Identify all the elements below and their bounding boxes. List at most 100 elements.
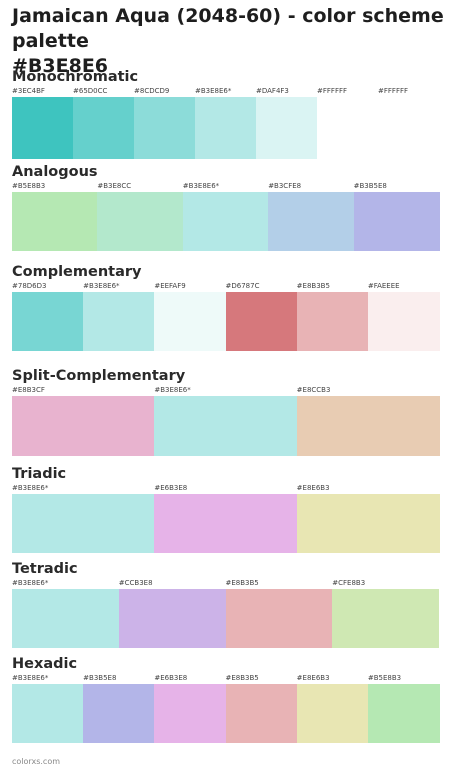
color-code-label: #B3E8E6*	[195, 87, 232, 95]
color-swatch[interactable]	[12, 684, 84, 743]
color-code-label: #78D6D3	[12, 282, 47, 290]
color-code-label: #B5E8B3	[367, 674, 402, 682]
footer-site-link[interactable]: colorxs.com	[12, 757, 61, 766]
color-swatch[interactable]	[225, 589, 333, 648]
section-title: Complementary	[12, 264, 142, 280]
section-tetradic: Tetradic #B3E8E6* #CCB3E8 #E8B3B5 #CFE8B3	[12, 560, 440, 648]
color-code-label: #B5E8B3	[12, 182, 46, 190]
color-code-label: #B3B5E8	[353, 182, 387, 190]
color-code-label: #DAF4F3	[256, 87, 289, 95]
section-title: Triadic	[12, 466, 67, 482]
color-code-label: #E8E6B3	[296, 674, 330, 682]
color-code-row: #3EC4BF #65D0CC #8CDCD9 #B3E8E6* #DAF4F3 #FFF…	[12, 86, 439, 97]
section-title: Monochromatic	[12, 69, 139, 85]
color-swatch[interactable]	[118, 589, 226, 648]
section-complementary: Complementary #78D6D3 #B3E8E6* #EEFAF9 #D67…	[12, 263, 440, 351]
color-code-label: #B3CFE8	[268, 182, 302, 190]
color-swatch[interactable]	[225, 292, 298, 351]
color-code-row: #B3E8E6* #B3B5E8 #E6B3E8 #E8B3B5 #E8E6B3 #B5E…	[12, 673, 439, 684]
color-code-label: #E6B3E8	[154, 674, 188, 682]
color-swatch[interactable]	[317, 97, 378, 159]
color-swatch[interactable]	[12, 589, 119, 648]
color-swatch[interactable]	[296, 494, 440, 553]
color-code-label: #E8B3B5	[225, 579, 259, 587]
color-code-label: #B3E8E6*	[12, 674, 49, 682]
swatch-row	[12, 97, 439, 159]
section-hexadic: Hexadic #B3E8E6* #B3B5E8 #E6B3E8 #E8B3B5 #E8…	[12, 655, 440, 743]
color-code-row: #B5E8B3 #B3E8CC #B3E8E6* #B3CFE8 #B3B5E8	[12, 181, 439, 192]
swatch-row	[12, 589, 440, 648]
color-swatch[interactable]	[154, 292, 227, 351]
color-swatch[interactable]	[83, 684, 156, 743]
section-title: Hexadic	[12, 656, 78, 672]
page-title-line2: #B3E8E6	[12, 55, 109, 77]
color-swatch[interactable]	[83, 292, 156, 351]
color-code-label: #E8B3B5	[225, 674, 259, 682]
color-code-row: #B3E8E6* #E6B3E8 #E8E6B3	[12, 483, 439, 494]
color-swatch[interactable]	[353, 192, 440, 251]
color-code-label: #B3E8CC	[97, 182, 132, 190]
color-swatch[interactable]	[256, 97, 317, 159]
color-swatch[interactable]	[97, 192, 184, 251]
color-code-label: #E8CCB3	[296, 386, 331, 394]
color-swatch[interactable]	[12, 192, 98, 251]
color-swatch[interactable]	[296, 292, 369, 351]
color-code-row: #B3E8E6* #CCB3E8 #E8B3B5 #CFE8B3	[12, 578, 439, 589]
color-code-label: #65D0CC	[73, 87, 108, 95]
color-code-label: #E8B3CF	[12, 386, 45, 394]
color-code-row: #E8B3CF #B3E8E6* #E8CCB3	[12, 385, 439, 396]
color-swatch[interactable]	[73, 97, 134, 159]
color-swatch[interactable]	[296, 684, 369, 743]
section-monochromatic: Monochromatic #3EC4BF #65D0CC #8CDCD9 #B3E8…	[12, 68, 439, 159]
color-swatch[interactable]	[154, 396, 298, 456]
color-code-label: #EEFAF9	[154, 282, 186, 290]
color-code-label: #B3E8E6*	[12, 579, 49, 587]
color-swatch[interactable]	[12, 97, 73, 159]
color-code-label: #3EC4BF	[12, 87, 45, 95]
color-swatch[interactable]	[182, 192, 269, 251]
swatch-row	[12, 292, 440, 351]
color-swatch[interactable]	[296, 396, 440, 456]
color-code-label: #E8B3B5	[296, 282, 330, 290]
color-swatch[interactable]	[12, 494, 155, 553]
color-swatch[interactable]	[332, 589, 440, 648]
color-code-label: #8CDCD9	[134, 87, 170, 95]
color-code-label: #FAEEEE	[367, 282, 400, 290]
color-code-label: #B3E8E6*	[182, 182, 220, 190]
color-code-label: #B3E8E6*	[83, 282, 120, 290]
color-code-label: #E6B3E8	[154, 484, 188, 492]
section-title: Analogous	[12, 164, 98, 180]
color-code-label: #CCB3E8	[118, 579, 153, 587]
color-swatch[interactable]	[195, 97, 256, 159]
color-code-label: #B3B5E8	[83, 674, 117, 682]
color-code-label: #B3E8E6*	[12, 484, 49, 492]
section-title: Split-Complementary	[12, 368, 186, 384]
color-swatch[interactable]	[154, 684, 227, 743]
color-swatch[interactable]	[12, 292, 84, 351]
color-code-row: #78D6D3 #B3E8E6* #EEFAF9 #D6787C #E8B3B5 #FAE…	[12, 281, 439, 292]
section-title: Tetradic	[12, 561, 78, 577]
swatch-row	[12, 396, 440, 456]
color-code-label: #FFFFFF	[378, 87, 409, 95]
color-swatch[interactable]	[367, 292, 440, 351]
color-code-label: #B3E8E6*	[154, 386, 191, 394]
color-code-label: #FFFFFF	[317, 87, 348, 95]
color-swatch[interactable]	[154, 494, 298, 553]
color-code-label: #CFE8B3	[332, 579, 366, 587]
color-swatch[interactable]	[268, 192, 355, 251]
color-swatch[interactable]	[367, 684, 440, 743]
section-split-complementary: Split-Complementary #E8B3CF #B3E8E6* #E8CC…	[12, 367, 440, 456]
color-swatch[interactable]	[225, 684, 298, 743]
color-swatch[interactable]	[12, 396, 155, 456]
page-title-line1: Jamaican Aqua (2048-60) - color scheme p…	[12, 5, 444, 52]
color-swatch[interactable]	[378, 97, 439, 159]
swatch-row	[12, 192, 440, 251]
swatch-row	[12, 684, 440, 743]
swatch-row	[12, 494, 440, 553]
page-title: Jamaican Aqua (2048-60) - color scheme p…	[12, 4, 467, 79]
color-code-label: #D6787C	[225, 282, 260, 290]
section-triadic: Triadic #B3E8E6* #E6B3E8 #E8E6B3	[12, 465, 440, 553]
color-code-label: #E8E6B3	[296, 484, 330, 492]
section-analogous: Analogous #B5E8B3 #B3E8CC #B3E8E6* #B3CFE8 #…	[12, 163, 440, 251]
color-swatch[interactable]	[134, 97, 195, 159]
